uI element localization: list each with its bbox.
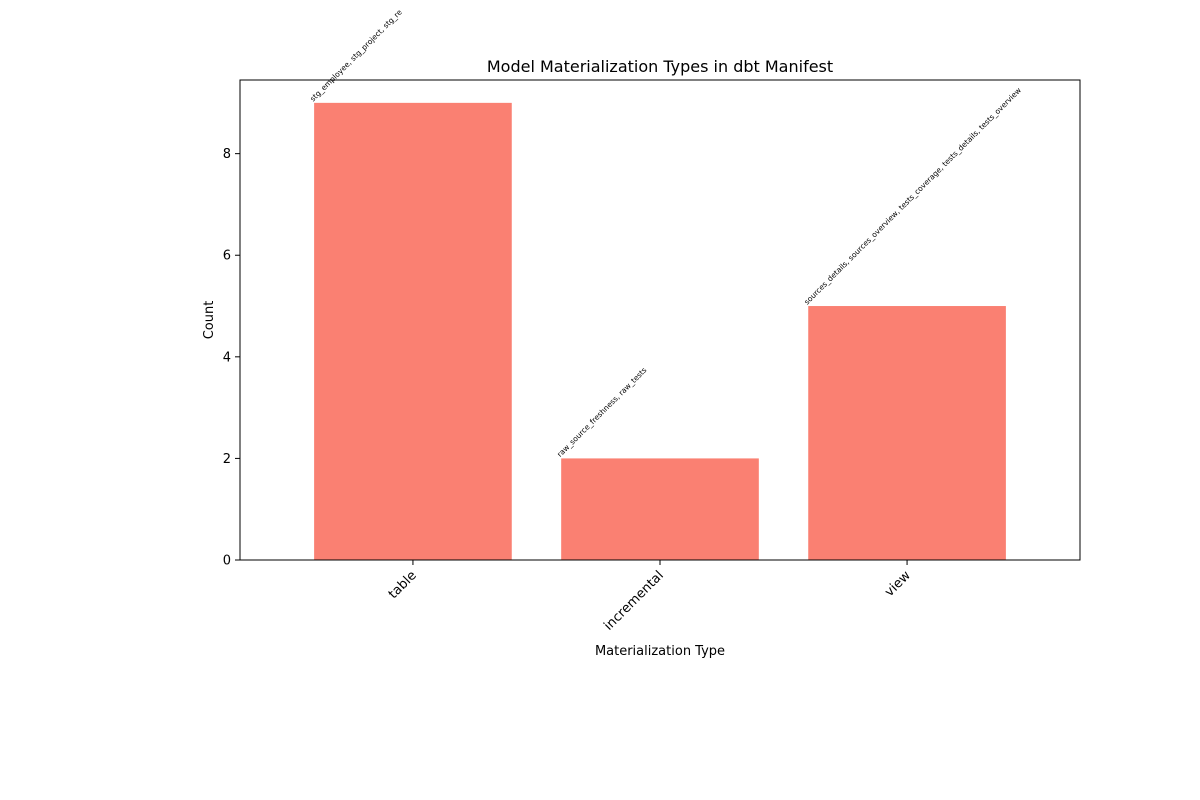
y-tick-label-6: 6 <box>223 249 231 264</box>
x-axis-label: Materialization Type <box>595 644 725 659</box>
chart-title: Model Materialization Types in dbt Manif… <box>487 57 833 76</box>
y-axis: 0 2 4 6 8 <box>223 147 240 569</box>
x-tick-label-view: view <box>882 568 914 600</box>
y-axis-label: Count <box>202 301 217 340</box>
y-tick-label-4: 4 <box>223 350 231 365</box>
bar-annotation-incremental: raw_source_freshness, raw_tests <box>555 366 648 459</box>
x-tick-label-incremental: incremental <box>601 568 667 634</box>
y-tick-label-2: 2 <box>223 452 231 467</box>
y-tick-label-0: 0 <box>223 554 231 569</box>
bar-incremental <box>561 458 759 560</box>
bar-table <box>314 102 512 560</box>
y-tick-label-8: 8 <box>223 147 231 162</box>
x-axis: table incremental view <box>386 560 914 634</box>
bar-annotation-view: sources_details, sources_overview, tests… <box>802 86 1023 307</box>
bar-view <box>808 306 1006 560</box>
bars-layer <box>314 102 1006 560</box>
bar-annotation-table: stg_employee, stg_project, stg_re <box>308 7 404 103</box>
x-tick-label-table: table <box>386 568 420 602</box>
